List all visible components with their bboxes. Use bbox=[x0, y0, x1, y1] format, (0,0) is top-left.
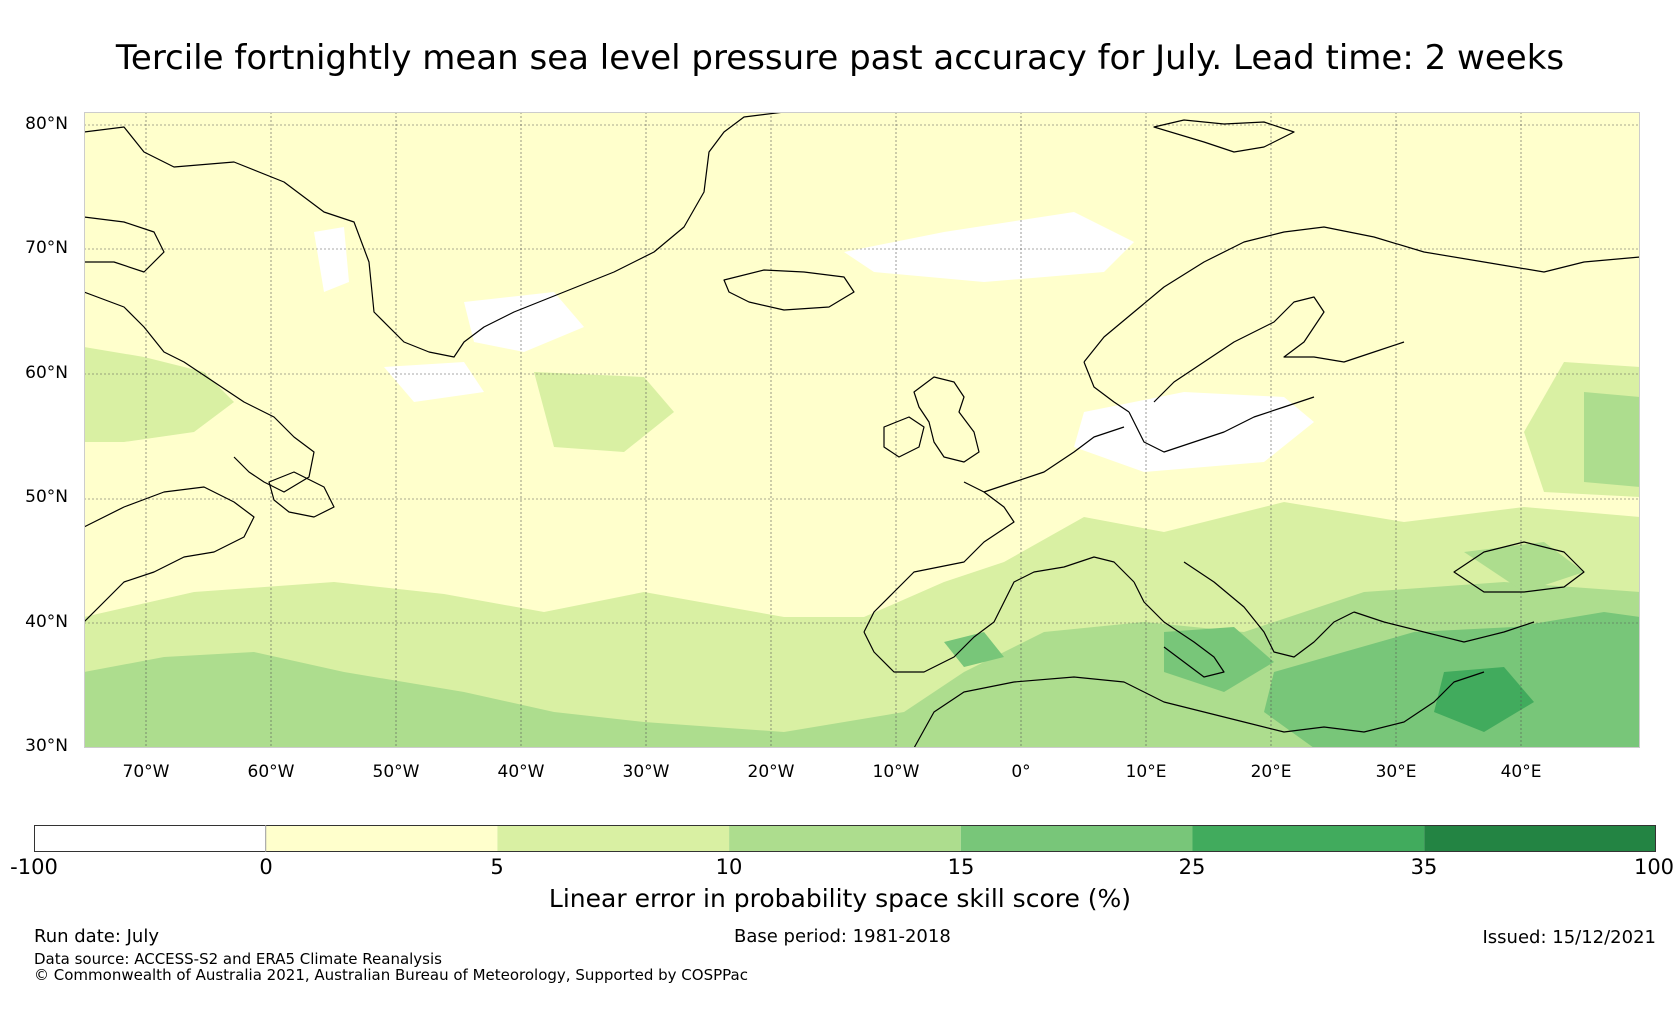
colorbar-tick-neg100: -100 bbox=[10, 855, 58, 879]
coast-turkey bbox=[1353, 611, 1535, 643]
copyright: © Commonwealth of Australia 2021, Austra… bbox=[34, 966, 748, 984]
lon-label-20e: 20°E bbox=[1250, 762, 1292, 782]
coast-balkans bbox=[1183, 561, 1355, 658]
colorbar-segment-15-25 bbox=[960, 825, 1193, 852]
colorbar-segment-5-10 bbox=[497, 825, 730, 852]
colorbar-tick-10: 10 bbox=[715, 855, 743, 879]
lat-label-50n: 50°N bbox=[25, 487, 68, 507]
run-date: Run date: July bbox=[34, 926, 159, 947]
coast-europe-west bbox=[863, 481, 1015, 633]
coast-svalbard bbox=[1153, 119, 1295, 153]
lon-label-60w: 60°W bbox=[247, 762, 295, 782]
zone-negative-baltic bbox=[1074, 392, 1314, 472]
colorbar-segment-10-15 bbox=[729, 825, 961, 852]
zone-25-35-levant bbox=[1434, 667, 1534, 732]
colorbar-frame bbox=[34, 825, 1656, 852]
lon-label-0: 0° bbox=[1011, 762, 1031, 782]
colorbar-tick-5: 5 bbox=[490, 855, 504, 879]
colorbar-tick-0: 0 bbox=[259, 855, 273, 879]
zone-negative-greenland-west bbox=[314, 227, 349, 292]
lon-label-30w: 30°W bbox=[622, 762, 670, 782]
coastlines bbox=[84, 112, 1640, 748]
colorbar-tick-25: 25 bbox=[1178, 855, 1206, 879]
lon-label-20w: 20°W bbox=[747, 762, 795, 782]
coast-north-africa bbox=[913, 671, 1485, 748]
colorbar-segment-0-5 bbox=[265, 825, 498, 852]
skill-map bbox=[84, 112, 1640, 748]
colorbar-tick-35: 35 bbox=[1410, 855, 1438, 879]
coast-scandinavia bbox=[1083, 226, 1640, 363]
issued-date: Issued: 15/12/2021 bbox=[1482, 927, 1656, 948]
colorbar-segment-35-100 bbox=[1424, 825, 1656, 852]
lat-label-70n: 70°N bbox=[25, 238, 68, 258]
lon-label-50w: 50°W bbox=[372, 762, 420, 782]
zone-5-10-mid bbox=[534, 372, 674, 452]
zone-10-15-black-sea bbox=[1464, 542, 1584, 592]
lon-label-40e: 40°E bbox=[1500, 762, 1542, 782]
zone-10-15-east bbox=[1584, 392, 1640, 487]
colorbar-tick-15: 15 bbox=[947, 855, 975, 879]
lat-label-30n: 30°N bbox=[25, 736, 68, 756]
zone-10-15-south bbox=[84, 582, 1640, 748]
colorbar-segment-25-35 bbox=[1192, 825, 1425, 852]
lon-label-10w: 10°W bbox=[872, 762, 920, 782]
zone-negative-labrador bbox=[384, 362, 484, 402]
coast-europe-north bbox=[983, 426, 1125, 493]
coast-greenland bbox=[84, 112, 785, 358]
lon-label-40w: 40°W bbox=[497, 762, 545, 782]
coast-baffin bbox=[84, 216, 165, 273]
coast-norway-south bbox=[1083, 361, 1130, 413]
colorbar-title: Linear error in probability space skill … bbox=[548, 884, 1132, 913]
coast-newfoundland bbox=[268, 471, 335, 518]
lon-label-30e: 30°E bbox=[1375, 762, 1417, 782]
colorbar bbox=[34, 825, 1656, 852]
graticule bbox=[84, 112, 1640, 748]
coast-sweden-finland bbox=[1153, 296, 1405, 403]
coast-baltic bbox=[1128, 396, 1315, 453]
coast-black-sea bbox=[1453, 541, 1585, 593]
data-source: Data source: ACCESS-S2 and ERA5 Climate … bbox=[34, 950, 442, 968]
zone-negative-irminger bbox=[464, 292, 584, 352]
colorbar-segment-neg100-0 bbox=[34, 825, 266, 852]
zone-15-25-central-med bbox=[1164, 627, 1274, 692]
lat-label-80n: 80°N bbox=[25, 114, 68, 134]
lat-label-40n: 40°N bbox=[25, 612, 68, 632]
lon-label-70w: 70°W bbox=[122, 762, 170, 782]
base-period: Base period: 1981-2018 bbox=[734, 926, 951, 947]
coast-ireland bbox=[883, 416, 925, 458]
coast-labrador bbox=[84, 291, 315, 493]
chart-title: Tercile fortnightly mean sea level press… bbox=[115, 38, 1565, 78]
coast-iberia bbox=[863, 556, 1135, 673]
coast-nova-scotia bbox=[84, 486, 255, 623]
zone-negative-norwegian-sea bbox=[844, 212, 1134, 282]
coast-iceland bbox=[723, 269, 855, 311]
coast-italy bbox=[1133, 581, 1225, 678]
coast-britain bbox=[913, 376, 980, 463]
zone-15-25-iberia bbox=[944, 632, 1004, 667]
lat-label-60n: 60°N bbox=[25, 363, 68, 383]
map-frame bbox=[84, 112, 1640, 748]
lon-label-10e: 10°E bbox=[1125, 762, 1167, 782]
colorbar-tick-100: 100 bbox=[1633, 855, 1675, 879]
